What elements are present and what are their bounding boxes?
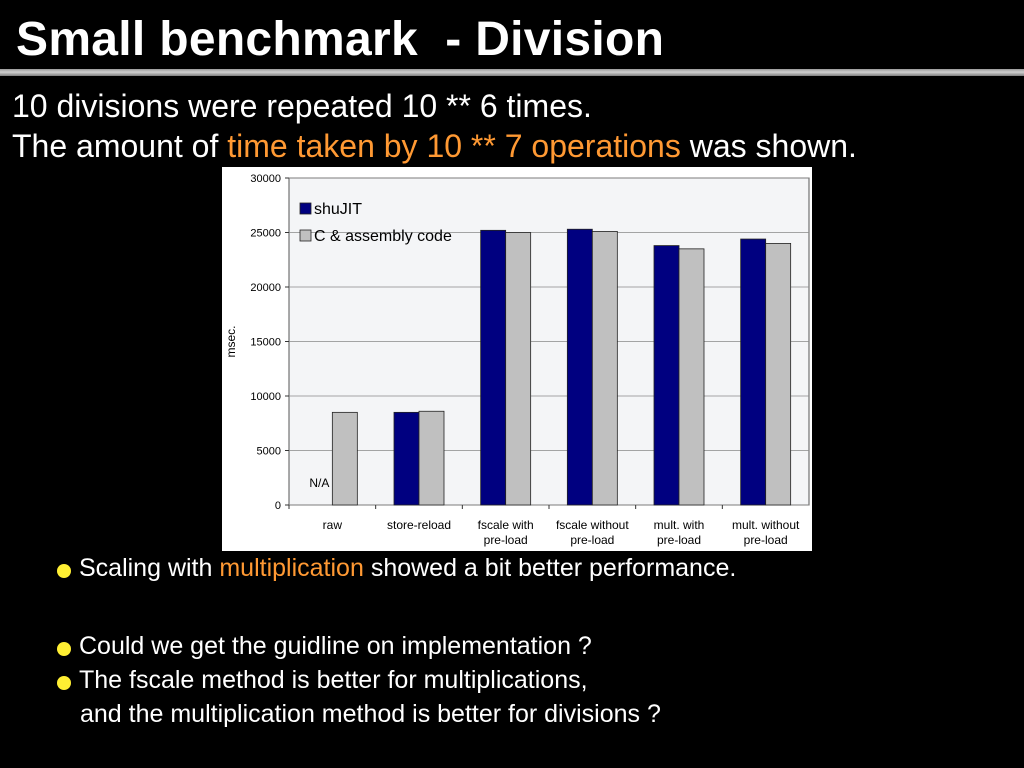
intro-line-1: 10 divisions were repeated 10 ** 6 times… bbox=[12, 88, 592, 124]
legend-swatch bbox=[299, 229, 312, 242]
bar-shujit bbox=[653, 245, 680, 506]
bullet-1-accent: multiplication bbox=[219, 554, 364, 582]
x-tick-label: pre-load bbox=[744, 533, 788, 547]
legend-swatch bbox=[299, 202, 312, 215]
chart-svg: 0 5000 10000 15000 20000 25000 30000 msec. raw st… bbox=[224, 173, 810, 547]
bar-shujit bbox=[393, 411, 420, 506]
x-tick-label: mult. with bbox=[654, 518, 705, 532]
y-tick-label: 10000 bbox=[250, 391, 281, 403]
x-tick-label: raw bbox=[323, 518, 343, 532]
title-divider bbox=[0, 69, 1024, 76]
intro-line-2-accent: time taken by 10 ** 7 operations bbox=[227, 128, 681, 164]
y-tick-label: 0 bbox=[275, 500, 281, 512]
bar-c-asm bbox=[331, 411, 358, 506]
y-tick-label: 5000 bbox=[257, 446, 281, 458]
legend-label: shuJIT bbox=[314, 201, 362, 218]
bullet-text-1: Scaling with multiplication showed a bit… bbox=[79, 553, 736, 583]
y-tick-label: 25000 bbox=[250, 228, 281, 240]
x-tick-label: pre-load bbox=[484, 533, 528, 547]
intro-line-2: The amount of time taken by 10 ** 7 oper… bbox=[12, 128, 857, 164]
legend-label: C & assembly code bbox=[314, 228, 452, 245]
bullet-dot-3 bbox=[57, 676, 71, 690]
bar-c-asm bbox=[678, 248, 705, 506]
bar-c-asm bbox=[591, 231, 618, 506]
bullet-dot-1 bbox=[57, 564, 71, 578]
y-tick-label: 30000 bbox=[250, 173, 281, 185]
slide-title: Small benchmark - Division bbox=[16, 13, 665, 66]
intro-line-2-post: was shown. bbox=[680, 128, 857, 164]
bar-shujit bbox=[566, 228, 593, 506]
bar-c-asm bbox=[505, 232, 532, 506]
bullet-1-post: showed a bit better performance. bbox=[363, 554, 737, 582]
bullet-text-2: Could we get the guidline on implementat… bbox=[79, 632, 592, 660]
benchmark-chart: 0 5000 10000 15000 20000 25000 30000 msec. raw st… bbox=[222, 167, 812, 551]
bullet-text-3-continued: and the multiplication method is better … bbox=[80, 700, 661, 728]
x-tick-label: pre-load bbox=[657, 533, 701, 547]
y-tick-label: 15000 bbox=[250, 337, 281, 349]
x-tick-label: pre-load bbox=[570, 533, 614, 547]
na-annotation: N/A bbox=[309, 476, 329, 490]
x-tick-label: store-reload bbox=[387, 518, 451, 532]
bullet-dot-2 bbox=[57, 642, 71, 656]
bullet-text-3: The fscale method is better for multipli… bbox=[79, 666, 588, 694]
bar-shujit bbox=[740, 238, 767, 506]
bullet-1-pre: Scaling with bbox=[79, 554, 220, 582]
x-tick-label: fscale with bbox=[478, 518, 534, 532]
x-tick-label: fscale without bbox=[556, 518, 629, 532]
bar-shujit bbox=[480, 229, 507, 506]
intro-line-2-pre: The amount of bbox=[12, 128, 228, 164]
bar-c-asm bbox=[418, 410, 445, 506]
y-axis-label: msec. bbox=[224, 325, 238, 357]
bar-c-asm bbox=[765, 243, 792, 506]
y-tick-label: 20000 bbox=[250, 282, 281, 294]
x-tick-label: mult. without bbox=[732, 518, 800, 532]
